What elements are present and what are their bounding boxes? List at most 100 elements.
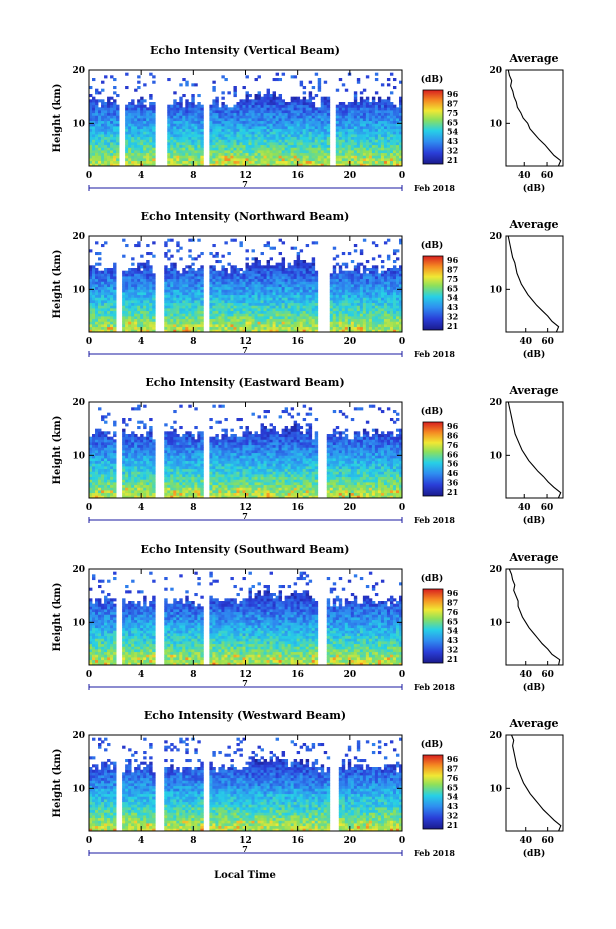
heatmap-cell [182, 152, 186, 156]
heatmap-cell [185, 110, 189, 114]
heatmap-cell [182, 289, 186, 293]
heatmap-cell [263, 158, 267, 162]
heatmap-cell [272, 118, 276, 122]
heatmap-cell [269, 268, 273, 272]
heatmap-cell [92, 123, 96, 127]
heatmap-cell [248, 324, 252, 328]
heatmap-cell [260, 152, 264, 156]
heatmap-cell [359, 152, 364, 156]
heatmap-cell [191, 281, 195, 285]
heatmap-cell [188, 305, 192, 309]
heatmap-cell [359, 112, 364, 116]
heatmap-cell [173, 268, 177, 272]
heatmap-cell [263, 278, 267, 282]
colorbar [422, 255, 444, 331]
heatmap-cell [245, 99, 249, 103]
heatmap-cell [176, 104, 180, 108]
heatmap-cell [233, 155, 237, 159]
average-y-tick-label: 10 [489, 119, 502, 129]
heatmap-cell [197, 123, 201, 127]
heatmap-cell [149, 318, 153, 322]
heatmap-cell [257, 144, 261, 148]
heatmap-cell [227, 262, 231, 266]
heatmap-cell [116, 155, 120, 159]
heatmap-cell [341, 302, 346, 306]
heatmap-cell [341, 126, 346, 130]
heatmap-cell [143, 99, 147, 103]
heatmap-cell [335, 321, 340, 325]
heatmap-cell [308, 131, 313, 135]
heatmap-cell [218, 126, 222, 130]
heatmap-cell [272, 297, 276, 301]
heatmap-cell [395, 313, 400, 317]
heatmap-cell [140, 136, 144, 140]
heatmap-cell [377, 286, 382, 290]
heatmap-cell [170, 310, 174, 314]
heatmap-cell [389, 316, 394, 320]
heatmap-cell [146, 281, 150, 285]
heatmap-cell [134, 310, 138, 314]
heatmap-cell [224, 104, 228, 108]
heatmap-cell [236, 292, 240, 296]
heatmap-cell [137, 75, 141, 79]
heatmap-cell [254, 313, 258, 317]
heatmap-cell [380, 324, 385, 328]
heatmap-cell [212, 318, 216, 322]
heatmap-cell [101, 139, 105, 143]
heatmap-cell [275, 96, 280, 100]
heatmap-cell [230, 278, 234, 282]
heatmap-cell [275, 136, 280, 140]
heatmap-cell [218, 276, 222, 280]
heatmap-cell [236, 294, 240, 298]
heatmap-cell [110, 128, 114, 132]
heatmap-cell [302, 163, 307, 167]
heatmap-cell [272, 305, 276, 309]
heatmap-cell [395, 321, 400, 325]
heatmap-cell [224, 289, 228, 293]
heatmap-cell [362, 268, 367, 272]
heatmap-cell [305, 155, 310, 159]
heatmap-cell [137, 268, 141, 272]
heatmap-cell [95, 152, 99, 156]
heatmap-cell [398, 297, 403, 301]
heatmap-cell [170, 292, 174, 296]
heatmap-cell [323, 104, 328, 108]
heatmap-cell [272, 284, 276, 288]
heatmap-cell [314, 163, 319, 167]
heatmap-cell [176, 281, 180, 285]
heatmap-cell [185, 136, 189, 140]
heatmap-cell [89, 134, 93, 138]
heatmap-cell [125, 144, 129, 148]
heatmap-cell [239, 273, 243, 277]
heatmap-cell [242, 160, 246, 164]
heatmap-cell [89, 270, 93, 274]
heatmap-cell [311, 268, 316, 272]
heatmap-cell [227, 252, 231, 256]
heatmap-cell [173, 110, 177, 114]
heatmap-cell [125, 120, 129, 124]
heatmap-cell [392, 110, 397, 114]
heatmap-cell [377, 158, 382, 162]
heatmap-cell [269, 155, 273, 159]
heatmap-cell [359, 123, 364, 127]
heatmap-cell [320, 104, 325, 108]
heatmap-cell [101, 112, 105, 116]
heatmap-cell [128, 139, 132, 143]
heatmap-cell [350, 329, 355, 333]
heatmap-cell [281, 107, 286, 111]
heatmap-cell [293, 112, 298, 116]
heatmap-cell [242, 308, 246, 312]
heatmap-cell [296, 313, 301, 317]
heatmap-cell [131, 120, 135, 124]
heatmap-cell [308, 270, 313, 274]
heatmap-cell [314, 150, 319, 154]
heatmap-cell [179, 128, 183, 132]
heatmap-cell [221, 136, 225, 140]
heatmap-cell [257, 123, 261, 127]
heatmap-cell [167, 104, 171, 108]
heatmap-cell [248, 305, 252, 309]
heatmap-cell [293, 104, 298, 108]
heatmap-cell [227, 107, 231, 111]
heatmap-cell [377, 123, 382, 127]
heatmap-cell [140, 305, 144, 309]
